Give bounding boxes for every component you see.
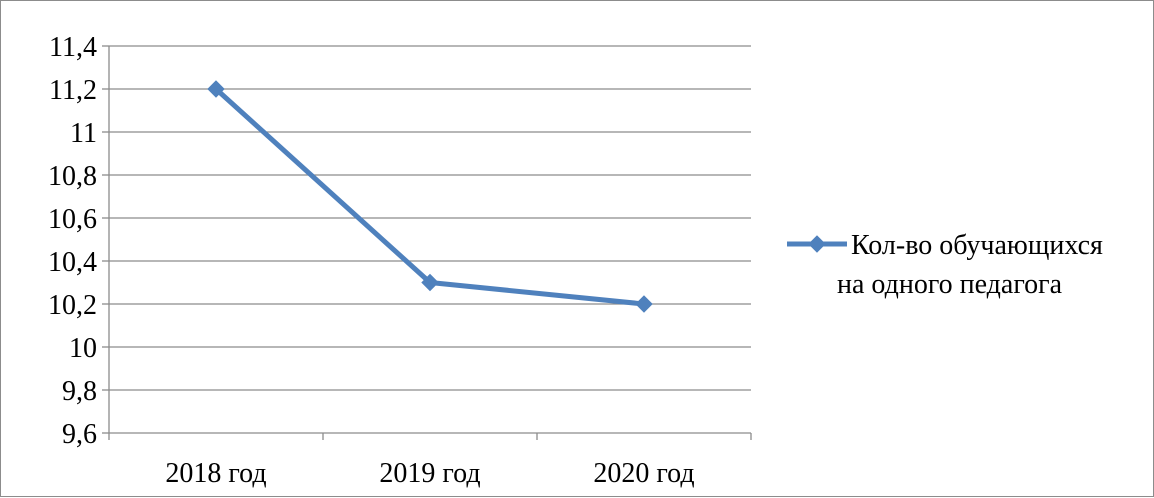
y-tick-label: 10 bbox=[69, 333, 97, 364]
y-tick-label: 11,4 bbox=[49, 32, 97, 63]
axes bbox=[102, 45, 752, 440]
legend-label: Кол-во обучающихся bbox=[851, 230, 1103, 261]
y-tick-label: 10,8 bbox=[48, 161, 97, 192]
y-tick-label: 9,6 bbox=[62, 419, 97, 450]
legend-marker-icon bbox=[808, 235, 826, 253]
legend-label: на одного педагога bbox=[837, 269, 1063, 300]
y-tick-label: 11,2 bbox=[49, 75, 97, 106]
x-tick-label: 2018 год bbox=[165, 458, 266, 489]
gridlines bbox=[109, 45, 751, 391]
y-tick-label: 10,2 bbox=[48, 290, 97, 321]
y-tick-label: 11 bbox=[70, 118, 97, 149]
data-point-marker bbox=[421, 273, 439, 292]
x-tick-label: 2020 год bbox=[593, 458, 694, 489]
x-tick-label: 2019 год bbox=[379, 458, 480, 489]
y-tick-label: 10,4 bbox=[48, 247, 97, 278]
series-line bbox=[214, 87, 645, 307]
series-layer bbox=[207, 80, 653, 313]
y-tick-labels: 9,6 9,8 10 10,2 10,4 10,6 10,8 11 11,2 11,4 bbox=[48, 32, 97, 450]
y-tick-label: 10,6 bbox=[48, 204, 97, 235]
y-tick-label: 9,8 bbox=[62, 376, 97, 407]
legend: Кол-во обучающихся на одного педагога bbox=[787, 230, 1103, 300]
data-point-marker bbox=[635, 295, 653, 313]
x-tick-labels: 2018 год 2019 год 2020 год bbox=[165, 458, 694, 489]
data-point-marker bbox=[207, 80, 225, 98]
